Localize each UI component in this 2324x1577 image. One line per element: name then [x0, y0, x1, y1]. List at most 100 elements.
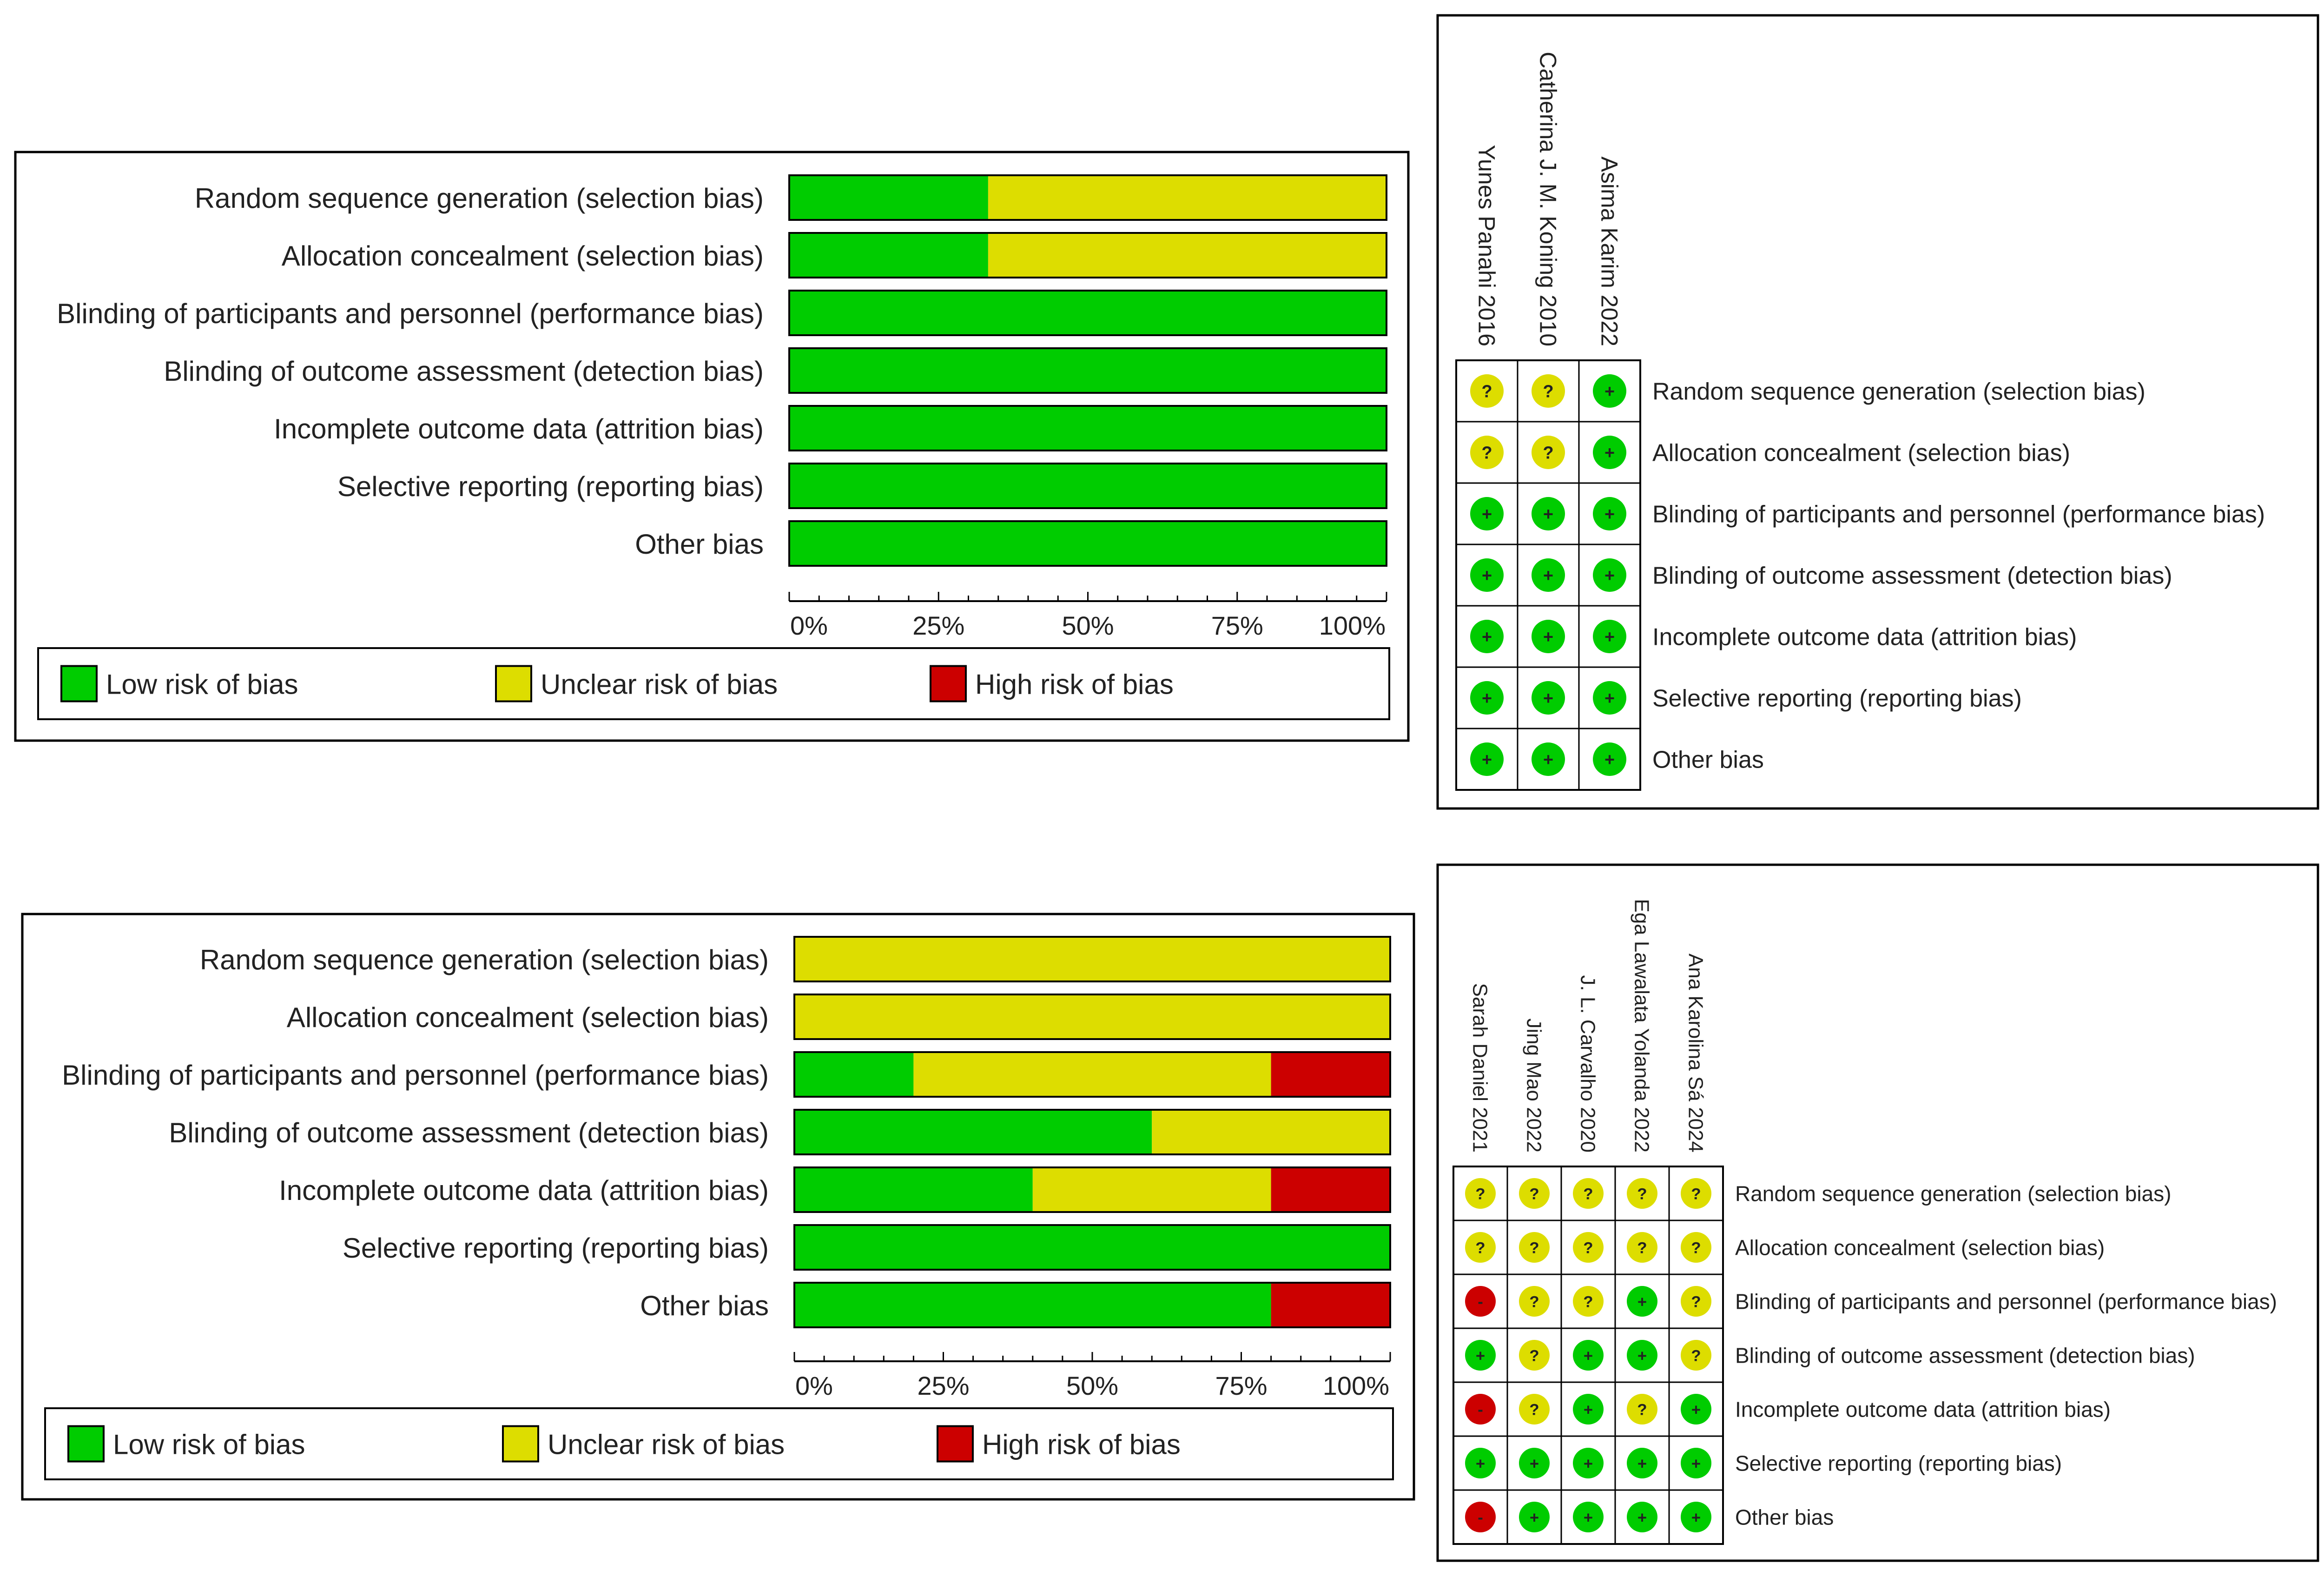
- study-name: Ana Karolina Sá 2024: [1684, 954, 1707, 1153]
- legend-box: [37, 647, 1390, 720]
- study-name: Catherina J. M. Koning 2010: [1535, 52, 1561, 346]
- judgement-symbol: +: [1482, 628, 1492, 647]
- chart-frame: [21, 913, 1415, 1501]
- judgement-dot-low: [1627, 1340, 1657, 1371]
- judgement-symbol: +: [1543, 566, 1553, 586]
- bar-outline: [788, 347, 1387, 394]
- domain-label: Blinding of outcome assessment (detectio…: [1652, 563, 2172, 590]
- judgement-dot-low: [1470, 497, 1504, 530]
- judgement-dot-unclear: [1573, 1178, 1604, 1209]
- judgement-symbol: +: [1476, 1347, 1485, 1365]
- x-tick-label: 100%: [1319, 611, 1386, 640]
- judgement-dot-unclear: [1519, 1394, 1550, 1425]
- judgement-dot-unclear: [1519, 1178, 1550, 1209]
- study-name: Jing Mao 2022: [1523, 1018, 1545, 1153]
- judgement-dot-low: [1573, 1394, 1604, 1425]
- judgement-symbol: ?: [1691, 1293, 1701, 1311]
- judgement-symbol: +: [1604, 750, 1615, 770]
- judgement-dot-unclear: [1465, 1178, 1496, 1209]
- study-name: Yunes Panahi 2016: [1474, 145, 1500, 346]
- judgement-symbol: +: [1604, 689, 1615, 709]
- judgement-dot-low: [1532, 681, 1565, 715]
- table-grid: [1452, 1166, 1724, 1545]
- judgement-dot-high: [1465, 1502, 1496, 1532]
- bar-segment-low: [794, 1283, 1271, 1327]
- judgement-dot-low: [1532, 620, 1565, 653]
- judgement-dot-low: [1532, 497, 1565, 530]
- judgement-symbol: +: [1604, 628, 1615, 647]
- judgement-symbol: -: [1478, 1509, 1483, 1527]
- category-label: Blinding of outcome assessment (detectio…: [164, 356, 764, 387]
- judgement-symbol: +: [1691, 1455, 1701, 1473]
- x-tick-label: 50%: [1066, 1371, 1118, 1400]
- x-tick-label: 75%: [1215, 1371, 1267, 1400]
- judgement-symbol: +: [1604, 566, 1615, 586]
- bar-outline: [793, 1282, 1391, 1328]
- judgement-symbol: +: [1482, 566, 1492, 586]
- bar-outline: [793, 1224, 1391, 1271]
- judgement-symbol: ?: [1583, 1186, 1593, 1203]
- judgement-symbol: +: [1637, 1347, 1647, 1365]
- x-tick-label: 50%: [1062, 611, 1114, 640]
- bar-outline: [793, 1166, 1391, 1213]
- legend-box: [44, 1407, 1394, 1480]
- table-grid: [1455, 359, 1641, 791]
- bar-segment-low: [789, 521, 1386, 566]
- judgement-symbol: ?: [1529, 1239, 1539, 1257]
- judgement-symbol: ?: [1529, 1347, 1539, 1365]
- judgement-symbol: ?: [1475, 1186, 1485, 1203]
- category-label: Selective reporting (reporting bias): [343, 1232, 769, 1264]
- legend-label-unclear: Unclear risk of bias: [548, 1429, 785, 1460]
- judgement-dot-unclear: [1627, 1394, 1657, 1425]
- x-tick-label: 100%: [1323, 1371, 1389, 1400]
- bar-outline: [793, 1051, 1391, 1098]
- judgement-symbol: ?: [1543, 382, 1553, 402]
- judgement-symbol: +: [1637, 1455, 1647, 1473]
- category-label: Other bias: [635, 529, 764, 560]
- judgement-dot-unclear: [1573, 1286, 1604, 1317]
- judgement-symbol: +: [1543, 689, 1553, 709]
- category-label: Incomplete outcome data (attrition bias): [279, 1175, 769, 1206]
- bar-outline: [788, 405, 1387, 451]
- judgement-dot-unclear: [1627, 1232, 1657, 1263]
- domain-label: Selective reporting (reporting bias): [1652, 685, 2022, 712]
- judgement-dot-unclear: [1532, 374, 1565, 408]
- judgement-symbol: +: [1543, 628, 1553, 647]
- legend-swatch-unclear: [495, 665, 532, 702]
- category-label: Allocation concealment (selection bias): [282, 240, 764, 272]
- bar-segment-unclear: [988, 233, 1386, 278]
- bar-segment-unclear: [794, 937, 1390, 981]
- bar-segment-unclear: [794, 994, 1390, 1039]
- judgement-dot-unclear: [1681, 1340, 1711, 1371]
- judgement-dot-low: [1593, 681, 1626, 715]
- judgement-dot-low: [1681, 1448, 1711, 1478]
- study-name: J. L. Carvalho 2020: [1577, 975, 1599, 1153]
- judgement-symbol: ?: [1637, 1401, 1647, 1419]
- bar-segment-low: [789, 464, 1386, 508]
- judgement-dot-low: [1681, 1502, 1711, 1532]
- judgement-symbol: +: [1584, 1347, 1593, 1365]
- judgement-dot-low: [1593, 374, 1626, 408]
- bar-outline: [788, 174, 1387, 221]
- judgement-dot-low: [1470, 620, 1504, 653]
- judgement-symbol: +: [1604, 444, 1615, 463]
- x-tick-label: 0%: [795, 1371, 833, 1400]
- judgement-symbol: +: [1637, 1509, 1647, 1527]
- bar-outline: [793, 936, 1391, 982]
- judgement-dot-low: [1470, 558, 1504, 592]
- judgement-dot-low: [1519, 1448, 1550, 1478]
- domain-label: Random sequence generation (selection bi…: [1735, 1182, 2171, 1206]
- judgement-dot-low: [1532, 558, 1565, 592]
- x-tick-label: 0%: [790, 611, 828, 640]
- bar-segment-high: [1271, 1167, 1390, 1212]
- domain-label: Incomplete outcome data (attrition bias): [1735, 1398, 2111, 1422]
- judgement-dot-low: [1470, 681, 1504, 715]
- category-label: Other bias: [640, 1290, 769, 1321]
- x-tick-label: 75%: [1211, 611, 1263, 640]
- judgement-dot-low: [1593, 558, 1626, 592]
- bar-outline: [788, 463, 1387, 509]
- legend-label-low: Low risk of bias: [106, 669, 298, 700]
- judgement-symbol: ?: [1481, 382, 1492, 402]
- judgement-symbol: ?: [1529, 1186, 1539, 1203]
